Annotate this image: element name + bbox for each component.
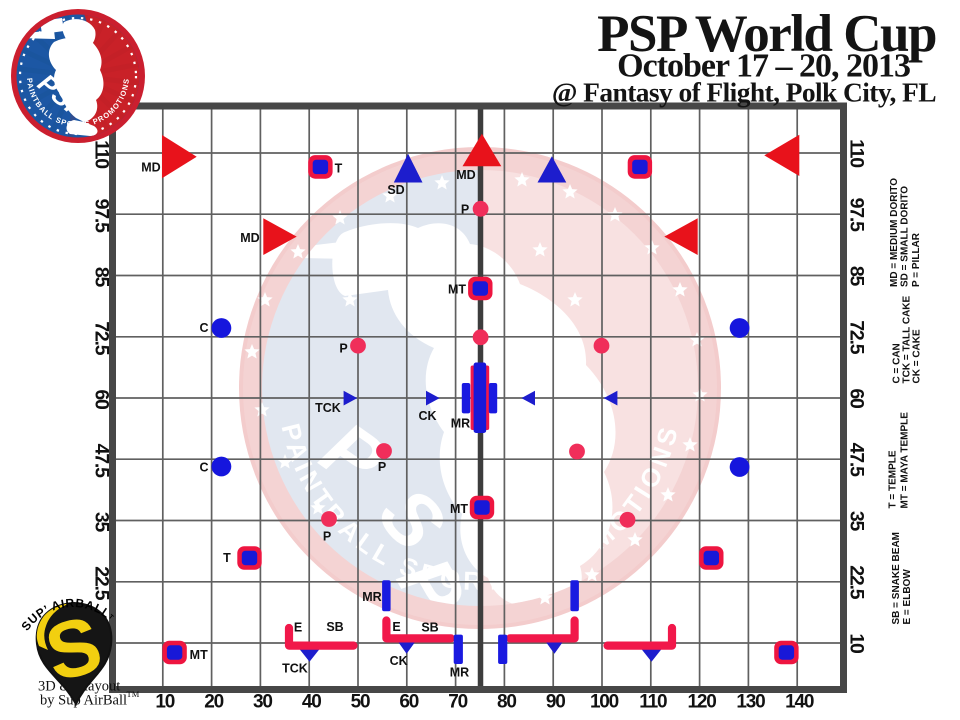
svg-text:PSP World Cup: PSP World Cup — [597, 5, 936, 63]
svg-text:MR: MR — [451, 417, 470, 431]
svg-text:110: 110 — [639, 692, 667, 713]
svg-text:22.5: 22.5 — [91, 566, 113, 601]
svg-text:47.5: 47.5 — [845, 443, 867, 478]
svg-text:110: 110 — [846, 139, 868, 168]
svg-text:P: P — [323, 530, 331, 544]
svg-text:T: T — [335, 162, 343, 176]
svg-text:72.5: 72.5 — [846, 320, 868, 355]
svg-text:MT: MT — [448, 283, 466, 297]
svg-text:MD: MD — [456, 168, 475, 182]
svg-text:50: 50 — [351, 692, 370, 713]
svg-text:P: P — [461, 203, 469, 217]
svg-text:MD: MD — [240, 231, 259, 245]
svg-text:60: 60 — [846, 388, 868, 409]
svg-text:120: 120 — [688, 692, 717, 713]
svg-text:T = TEMPLE: T = TEMPLE — [888, 450, 899, 508]
svg-text:CK = CAKE: CK = CAKE — [911, 329, 922, 384]
svg-text:E: E — [294, 621, 302, 635]
svg-text:layout: layout — [84, 679, 120, 695]
svg-text:TM: TM — [127, 689, 140, 699]
svg-text:TCK = TALL CAKE: TCK = TALL CAKE — [901, 295, 912, 383]
svg-text:MR: MR — [450, 666, 469, 680]
svg-text:60: 60 — [91, 389, 113, 410]
svg-text:97.5: 97.5 — [90, 199, 112, 234]
svg-text:by Sup AirBall: by Sup AirBall — [40, 693, 127, 709]
svg-text:P: P — [378, 460, 386, 474]
svg-text:10: 10 — [846, 633, 868, 654]
svg-text:MT = MAYA TEMPLE: MT = MAYA TEMPLE — [899, 412, 910, 509]
svg-text:40: 40 — [302, 692, 321, 713]
svg-text:SD: SD — [387, 183, 404, 197]
svg-text:85: 85 — [846, 266, 868, 287]
svg-text:80: 80 — [497, 692, 516, 713]
svg-text:@ Fantasy of Flight, Polk City: @ Fantasy of Flight, Polk City, FL — [552, 77, 936, 108]
svg-text:MR: MR — [362, 590, 381, 604]
svg-text:MT: MT — [450, 502, 468, 516]
svg-text:TCK: TCK — [282, 662, 308, 676]
svg-text:97.5: 97.5 — [845, 198, 867, 233]
svg-text:P = PILLAR: P = PILLAR — [911, 232, 922, 287]
svg-text:35: 35 — [846, 511, 868, 532]
svg-text:60: 60 — [399, 692, 418, 713]
svg-text:T: T — [223, 551, 231, 565]
svg-text:C = CAN: C = CAN — [891, 343, 902, 383]
svg-text:E: E — [392, 620, 400, 634]
svg-text:85: 85 — [91, 267, 113, 288]
svg-text:35: 35 — [91, 512, 113, 533]
svg-text:47.5: 47.5 — [90, 444, 112, 479]
svg-text:SB = SNAKE BEAM: SB = SNAKE BEAM — [891, 532, 902, 625]
svg-text:SB: SB — [326, 620, 343, 634]
svg-text:MD: MD — [141, 161, 160, 175]
svg-text:E = ELBOW: E = ELBOW — [902, 569, 913, 625]
svg-text:140: 140 — [785, 692, 814, 713]
svg-text:October 17 – 20, 2013: October 17 – 20, 2013 — [617, 48, 910, 85]
svg-text:10: 10 — [155, 692, 174, 713]
svg-text:70: 70 — [448, 692, 467, 713]
svg-text:SD = SMALL DORITO: SD = SMALL DORITO — [900, 186, 911, 287]
svg-text:100: 100 — [590, 692, 619, 713]
svg-text:CK: CK — [390, 654, 408, 668]
svg-text:90: 90 — [546, 692, 565, 713]
svg-text:MT: MT — [190, 648, 208, 662]
svg-text:110: 110 — [91, 140, 113, 169]
svg-text:22.5: 22.5 — [846, 565, 868, 600]
svg-text:MD = MEDIUM DORITO: MD = MEDIUM DORITO — [889, 178, 900, 287]
svg-text:CK: CK — [418, 409, 436, 423]
svg-text:C: C — [199, 321, 208, 335]
svg-text:TCK: TCK — [315, 401, 341, 415]
svg-text:C: C — [199, 461, 208, 475]
svg-text:72.5: 72.5 — [91, 321, 113, 356]
svg-text:P: P — [339, 342, 347, 356]
svg-text:SB: SB — [421, 620, 438, 634]
svg-text:30: 30 — [253, 692, 272, 713]
svg-text:130: 130 — [736, 692, 765, 713]
svg-text:20: 20 — [204, 692, 223, 713]
